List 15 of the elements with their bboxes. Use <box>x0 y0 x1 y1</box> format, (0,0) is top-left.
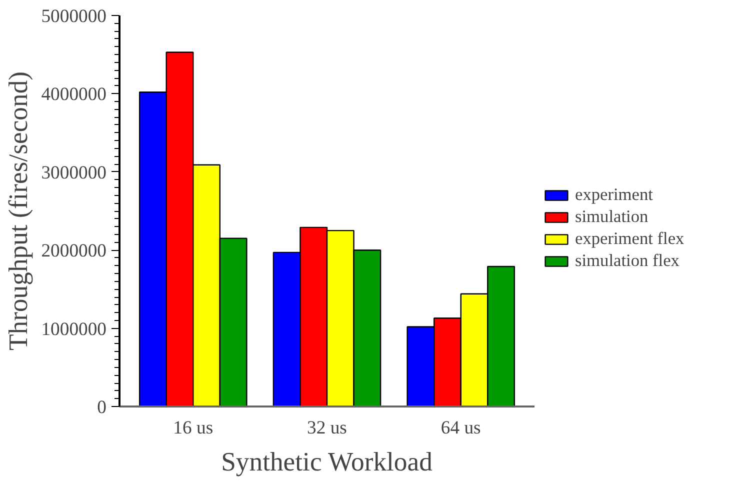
y-tick-label: 3000000 <box>41 162 106 184</box>
y-axis-title: Throughput (fires/second) <box>3 71 34 351</box>
y-tick-label: 5000000 <box>41 6 106 27</box>
y-tick-label: 1000000 <box>41 318 106 340</box>
x-axis-title: Synthetic Workload <box>221 446 432 476</box>
x-tick-label: 64 us <box>440 418 481 438</box>
y-tick-label: 2000000 <box>41 240 106 262</box>
x-tick-label: 32 us <box>307 418 347 438</box>
y-tick-label: 0 <box>97 397 106 418</box>
legend-label: simulation flex <box>575 251 680 271</box>
legend-label: experiment flex <box>575 229 684 249</box>
legend-label: experiment <box>575 185 653 205</box>
x-tick-label: 16 us <box>173 418 214 438</box>
y-tick-label: 4000000 <box>41 84 106 106</box>
legend-label: simulation <box>575 207 648 227</box>
